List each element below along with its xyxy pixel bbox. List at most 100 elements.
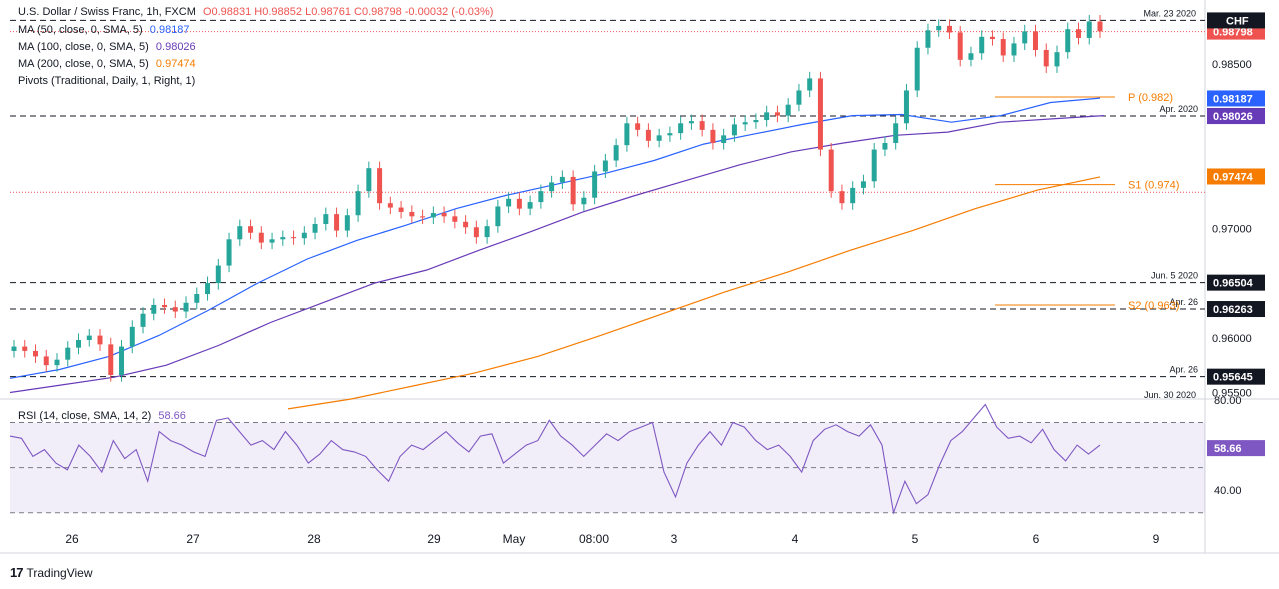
candle-body — [237, 226, 243, 240]
currency-label: CHF — [1226, 15, 1249, 27]
x-tick-label: 26 — [65, 532, 79, 546]
candle-body — [76, 339, 82, 348]
candle-body — [635, 123, 641, 130]
rsi-badge — [1207, 440, 1265, 457]
legend-ma50[interactable]: MA (50, close, 0, SMA, 5) 0.98187 — [18, 24, 190, 36]
ma200-line — [287, 176, 1101, 410]
y-tick-label: 0.98500 — [1212, 59, 1252, 71]
rsi-badge-label: 58.66 — [1214, 443, 1242, 455]
candle-body — [807, 78, 813, 91]
candle-body — [366, 168, 372, 192]
candle-body — [430, 213, 436, 218]
candle-body — [1097, 21, 1103, 32]
tradingview-brand[interactable]: 17 TradingView — [10, 565, 93, 580]
y-tick-label: 0.95500 — [1212, 388, 1252, 400]
x-tick-label: 27 — [186, 532, 200, 546]
level-note: Jun. 30 2020 — [1144, 390, 1196, 400]
price-badge-label: 0.97474 — [1213, 171, 1254, 183]
legend-ma200-label: MA (200, close, 0, SMA, 5) — [18, 58, 149, 70]
price-badge — [1207, 301, 1265, 318]
rsi-legend-label: RSI (14, close, SMA, 14, 2) — [18, 410, 152, 422]
price-badge — [1207, 90, 1265, 107]
candle-body — [452, 216, 458, 222]
candle-body — [538, 191, 544, 203]
candle-body — [656, 135, 662, 141]
candle-body — [645, 129, 651, 141]
candle-body — [269, 239, 275, 243]
candle-body — [22, 346, 28, 351]
candle-body — [301, 232, 307, 239]
candle-body — [882, 142, 888, 150]
price-badge — [1207, 368, 1265, 385]
candle-body — [678, 123, 684, 134]
candle-body — [409, 211, 415, 217]
pivot-label: S2 (0.963) — [1128, 300, 1179, 312]
candle-body — [441, 213, 447, 217]
candle-body — [527, 202, 533, 209]
price-badge-label: 0.98026 — [1213, 111, 1253, 123]
ohlc-readout: O0.98831 H0.98852 L0.98761 C0.98798 -0.0… — [202, 6, 494, 18]
candle-body — [43, 356, 49, 366]
candle-body — [162, 304, 168, 308]
candle-body — [742, 122, 748, 125]
candle-body — [613, 145, 619, 161]
rsi-legend-value: 58.66 — [158, 410, 186, 422]
candle-body — [796, 90, 802, 105]
candle-body — [205, 283, 211, 295]
currency-badge — [1207, 12, 1265, 29]
brand-name: TradingView — [26, 565, 93, 580]
candle-body — [1065, 29, 1071, 53]
rsi-legend[interactable]: RSI (14, close, SMA, 14, 2) 58.66 — [18, 410, 186, 422]
candle-body — [516, 198, 522, 209]
level-note: Apr. 26 — [1169, 365, 1198, 375]
price-badge-label: 0.96504 — [1213, 278, 1254, 290]
candle-body — [172, 307, 178, 312]
candle-body — [248, 226, 254, 233]
rsi-y-tick-label: 40.00 — [1214, 485, 1242, 497]
price-badge — [1207, 274, 1265, 291]
candle-body — [377, 168, 383, 204]
candle-body — [108, 344, 114, 376]
rsi-y-tick-label: 80.00 — [1214, 395, 1242, 407]
legend-pivots[interactable]: Pivots (Traditional, Daily, 1, Right, 1) — [18, 75, 195, 87]
pivot-label: S1 (0.974) — [1128, 180, 1179, 192]
tradingview-logo-icon: 17 — [10, 565, 24, 580]
candle-body — [1086, 21, 1092, 38]
candle-body — [65, 347, 71, 360]
candle-body — [721, 135, 727, 143]
candle-body — [957, 32, 963, 60]
candle-body — [140, 313, 146, 327]
candle-body — [183, 302, 189, 312]
candle-body — [989, 36, 995, 40]
legend-ma100[interactable]: MA (100, close, 0, SMA, 5) 0.98026 — [18, 41, 196, 53]
candle-body — [1043, 49, 1049, 67]
legend-ma200[interactable]: MA (200, close, 0, SMA, 5) 0.97474 — [18, 58, 196, 70]
candle-body — [817, 78, 823, 150]
candle-body — [119, 346, 125, 376]
candle-body — [774, 112, 780, 116]
candle-body — [344, 215, 350, 231]
candle-body — [129, 326, 135, 347]
candle-body — [355, 191, 361, 216]
level-note: Apr. 2020 — [1159, 104, 1198, 114]
candle-body — [258, 232, 264, 243]
candle-body — [602, 160, 608, 172]
ma50-line — [9, 97, 1101, 379]
candle-body — [624, 123, 630, 146]
candle-body — [151, 304, 157, 314]
candle-body — [785, 104, 791, 116]
legend-ma200-value: 0.97474 — [155, 58, 196, 70]
candle-body — [753, 120, 759, 123]
candle-body — [1011, 43, 1017, 56]
candle-body — [398, 207, 404, 212]
price-badge — [1207, 108, 1265, 125]
price-badge-label: 0.98187 — [1213, 93, 1253, 105]
candle-body — [194, 294, 200, 303]
candle-body — [828, 149, 834, 192]
candle-body — [97, 335, 103, 345]
candle-body — [860, 181, 866, 188]
candle-body — [667, 133, 673, 136]
candle-body — [1054, 52, 1060, 67]
candle-body — [473, 227, 479, 238]
